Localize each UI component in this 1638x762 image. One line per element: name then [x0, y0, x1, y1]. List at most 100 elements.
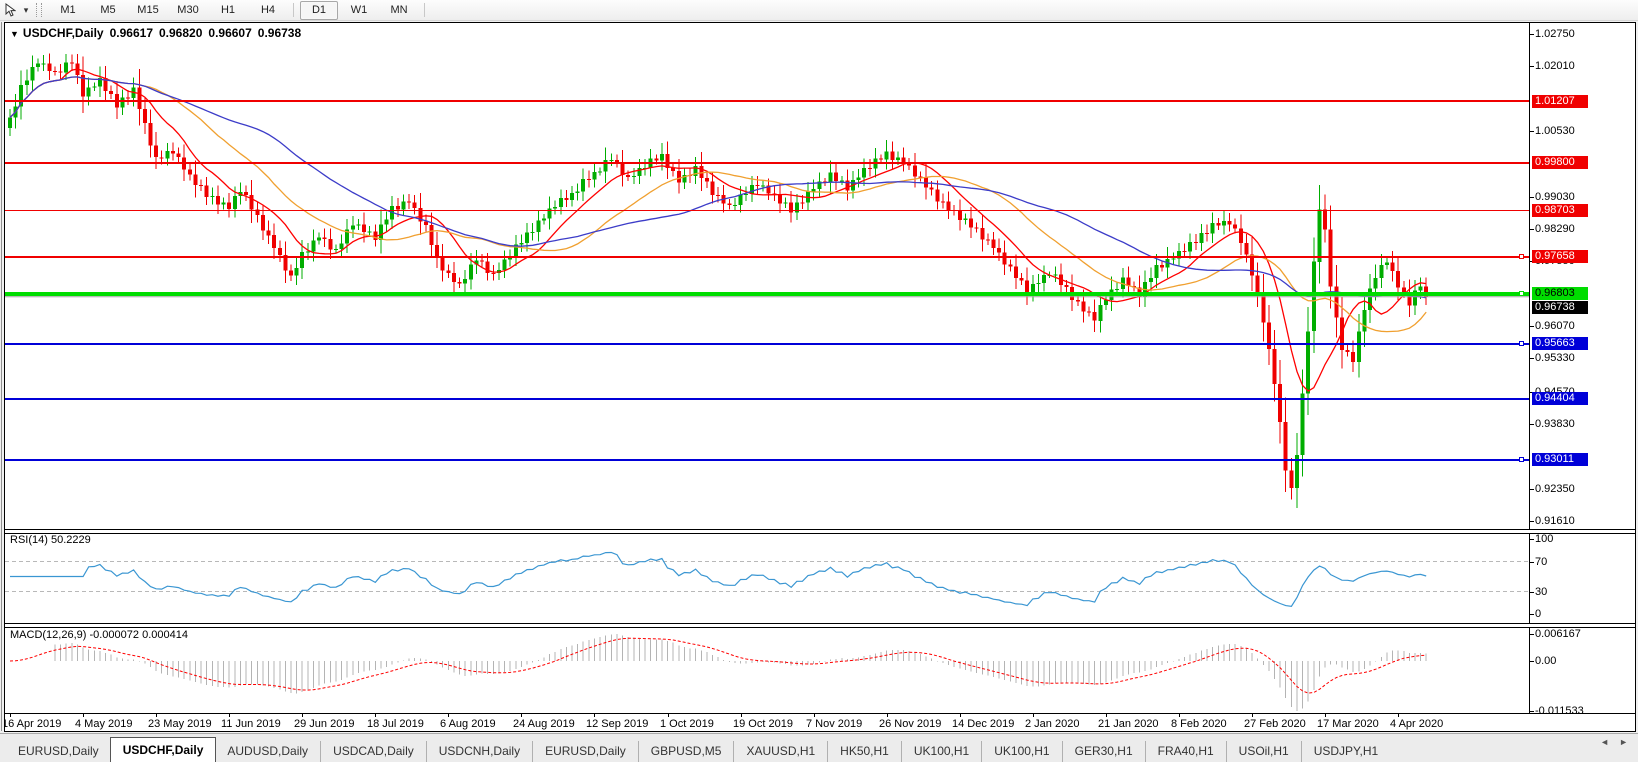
chart-tab-uk100-h1[interactable]: UK100,H1: [981, 741, 1061, 762]
horizontal-level-line[interactable]: [5, 100, 1529, 102]
rsi-panel-canvas[interactable]: [5, 533, 1529, 623]
chart-tab-ger30-h1[interactable]: GER30,H1: [1061, 741, 1145, 762]
level-price-tag: 0.98703: [1532, 204, 1588, 217]
panel-separator[interactable]: [5, 529, 1635, 534]
date-axis-tick: [741, 713, 742, 717]
timeframe-button-MN[interactable]: MN: [390, 3, 408, 16]
chart-tabs: EURUSD,Daily USDCHF,Daily AUDUSD,Daily USDC…: [0, 737, 1390, 762]
date-axis-tick: [1106, 713, 1107, 717]
date-axis-tick: [302, 713, 303, 717]
chart-window: ▼ USDCHF,Daily 0.96617 0.96820 0.96607 0.9673…: [4, 22, 1636, 732]
date-axis-tick: [887, 713, 888, 717]
rsi-axis-label: 0: [1535, 608, 1542, 620]
date-axis-label: 29 Jun 2019: [294, 718, 355, 730]
date-axis-tick: [1398, 713, 1399, 717]
chart-tab-hk50-h1[interactable]: HK50,H1: [827, 741, 901, 762]
horizontal-level-line[interactable]: [5, 210, 1529, 211]
line-handle[interactable]: [1519, 457, 1524, 462]
date-axis-label: 6 Aug 2019: [440, 718, 496, 730]
price-axis-label: 1.02750: [1535, 28, 1575, 40]
horizontal-level-line[interactable]: [5, 398, 1529, 400]
date-axis-tick: [1033, 713, 1034, 717]
date-axis-tick: [1252, 713, 1253, 717]
date-axis-tick: [375, 713, 376, 717]
toolbar-separator: [424, 3, 425, 17]
date-axis-label: 16 Apr 2019: [4, 718, 62, 730]
timeframe-button-M30[interactable]: M30: [177, 3, 199, 16]
cursor-dropdown-caret-icon[interactable]: ▾: [23, 4, 29, 15]
horizontal-level-line[interactable]: [5, 162, 1529, 164]
chart-tab-eurusd-daily[interactable]: EURUSD,Daily: [18, 744, 99, 758]
date-axis-tick: [156, 713, 157, 717]
timeframe-button-M15[interactable]: M15: [137, 3, 159, 16]
panel-separator[interactable]: [5, 623, 1635, 628]
macd-label: MACD(12,26,9) -0.000072 0.000414: [10, 629, 188, 641]
horizontal-level-line[interactable]: [5, 256, 1529, 258]
price-axis-label: 0.95330: [1535, 352, 1575, 364]
chart-tab-uk100-h1[interactable]: UK100,H1: [900, 741, 981, 762]
macd-axis-tick: [1529, 634, 1534, 635]
timeframe-button-H1[interactable]: H1: [220, 3, 236, 16]
line-handle[interactable]: [1519, 254, 1524, 259]
symbol-label: USDCHF,Daily: [22, 26, 104, 40]
toolbar-grip: [36, 3, 42, 17]
chart-tab-audusd-daily[interactable]: AUDUSD,Daily: [227, 744, 309, 758]
price-axis-tick: [1529, 66, 1534, 67]
chart-tab-usdchf-daily[interactable]: USDCHF,Daily: [109, 737, 217, 762]
price-axis-tick: [1529, 489, 1534, 490]
price-chart-canvas[interactable]: [5, 23, 1529, 529]
date-axis-tick: [10, 713, 11, 717]
price-axis-label: 0.92350: [1535, 483, 1575, 495]
chart-tab-usdjpy-h1[interactable]: USDJPY,H1: [1300, 741, 1390, 762]
date-axis-label: 23 May 2019: [148, 718, 212, 730]
horizontal-level-line[interactable]: [5, 343, 1529, 345]
collapse-triangle-icon[interactable]: ▼: [10, 29, 19, 39]
price-axis-line: [1529, 23, 1530, 713]
line-handle[interactable]: [1519, 341, 1524, 346]
horizontal-level-line[interactable]: [5, 292, 1529, 296]
date-axis-tick: [521, 713, 522, 717]
level-price-tag: 0.93011: [1532, 453, 1588, 466]
current-price-tag: 0.96738: [1532, 301, 1588, 314]
date-axis-tick: [83, 713, 84, 717]
macd-panel-canvas[interactable]: [5, 627, 1529, 713]
chart-tab-usoil-h1[interactable]: USOil,H1: [1225, 741, 1301, 762]
cursor-tool-icon[interactable]: [0, 2, 20, 18]
price-axis-label: 0.98290: [1535, 223, 1575, 235]
timeframe-button-D1[interactable]: D1: [300, 0, 338, 20]
timeframe-button-H4[interactable]: H4: [260, 3, 276, 16]
chart-tab-fra40-h1[interactable]: FRA40,H1: [1144, 741, 1226, 762]
chart-tab-xauusd-h1[interactable]: XAUUSD,H1: [733, 741, 827, 762]
price-axis-tick: [1529, 229, 1534, 230]
date-axis-label: 27 Feb 2020: [1244, 718, 1306, 730]
top-toolbar: ▾ M1 M5 M15 M30 H1 H4 D1 W1 MN: [0, 0, 1638, 21]
level-price-tag: 0.97658: [1532, 250, 1588, 263]
level-price-tag: 0.95663: [1532, 337, 1588, 350]
chart-tab-eurusd-daily[interactable]: EURUSD,Daily: [532, 741, 638, 762]
date-axis-tick: [814, 713, 815, 717]
date-axis-label: 2 Jan 2020: [1025, 718, 1080, 730]
date-axis-label: 18 Jul 2019: [367, 718, 424, 730]
rsi-axis-tick: [1529, 562, 1534, 563]
date-axis-label: 8 Feb 2020: [1171, 718, 1227, 730]
timeframe-button-M1[interactable]: M1: [60, 3, 76, 16]
horizontal-level-line[interactable]: [5, 459, 1529, 461]
line-handle[interactable]: [1519, 291, 1524, 296]
price-axis-tick: [1529, 521, 1534, 522]
ohlc-low: 0.96607: [208, 26, 252, 40]
date-axis-label: 4 May 2019: [75, 718, 133, 730]
macd-axis-label: -0.011533: [1535, 705, 1584, 717]
date-axis-label: 4 Apr 2020: [1390, 718, 1444, 730]
timeframe-button-M5[interactable]: M5: [100, 3, 116, 16]
chart-tab-gbpusd-m5[interactable]: GBPUSD,M5: [637, 741, 734, 762]
chart-tab-usdcnh-daily[interactable]: USDCNH,Daily: [425, 741, 532, 762]
timeframe-button-W1[interactable]: W1: [350, 3, 368, 16]
date-axis-label: 14 Dec 2019: [952, 718, 1015, 730]
tab-scroll-right-icon[interactable]: ►: [1619, 737, 1628, 747]
rsi-axis-tick: [1529, 539, 1534, 540]
date-axis-tick: [960, 713, 961, 717]
price-axis-label: 1.00530: [1535, 125, 1575, 137]
tab-scroll-left-icon[interactable]: ◄: [1600, 737, 1610, 747]
ohlc-close: 0.96738: [257, 26, 302, 40]
chart-tab-usdcad-daily[interactable]: USDCAD,Daily: [320, 741, 426, 762]
